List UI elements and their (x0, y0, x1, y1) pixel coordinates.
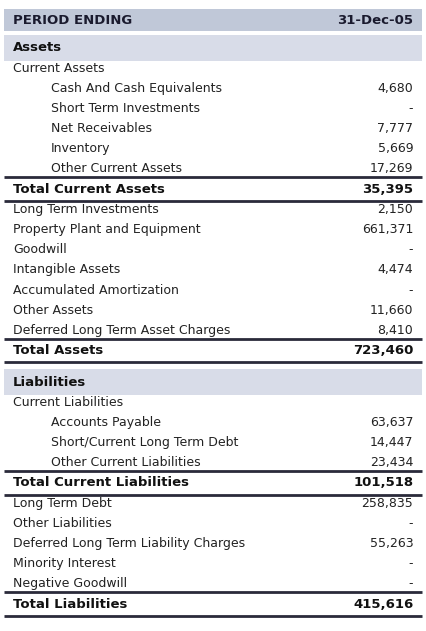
Text: -: - (409, 557, 413, 570)
Text: -: - (409, 243, 413, 256)
Text: 5,669: 5,669 (377, 142, 413, 155)
Text: 8,410: 8,410 (377, 324, 413, 337)
Text: 17,269: 17,269 (370, 162, 413, 175)
Text: Accumulated Amortization: Accumulated Amortization (13, 283, 178, 297)
Text: -: - (409, 102, 413, 115)
Text: Property Plant and Equipment: Property Plant and Equipment (13, 223, 200, 236)
Text: Assets: Assets (13, 41, 62, 54)
Text: Deferred Long Term Liability Charges: Deferred Long Term Liability Charges (13, 537, 245, 550)
Text: 4,680: 4,680 (377, 81, 413, 95)
Text: 2,150: 2,150 (377, 203, 413, 216)
Text: 31-Dec-05: 31-Dec-05 (337, 13, 413, 27)
Text: Accounts Payable: Accounts Payable (51, 416, 161, 429)
Text: 11,660: 11,660 (370, 304, 413, 317)
Text: Goodwill: Goodwill (13, 243, 66, 256)
Text: 14,447: 14,447 (370, 436, 413, 449)
Text: Long Term Investments: Long Term Investments (13, 203, 158, 216)
Text: Other Assets: Other Assets (13, 304, 93, 317)
Text: 35,395: 35,395 (362, 182, 413, 196)
Text: 258,835: 258,835 (362, 497, 413, 510)
Text: Other Current Assets: Other Current Assets (51, 162, 182, 175)
Text: Total Assets: Total Assets (13, 344, 103, 357)
Text: 415,616: 415,616 (353, 598, 413, 611)
Text: Current Assets: Current Assets (13, 61, 104, 74)
Text: 4,474: 4,474 (377, 263, 413, 276)
Text: 23,434: 23,434 (370, 456, 413, 469)
Bar (4, 369, 422, 395)
Text: Cash And Cash Equivalents: Cash And Cash Equivalents (51, 81, 222, 95)
Text: Other Liabilities: Other Liabilities (13, 517, 112, 530)
Text: 63,637: 63,637 (370, 416, 413, 429)
Text: Minority Interest: Minority Interest (13, 557, 115, 570)
Text: Total Liabilities: Total Liabilities (13, 598, 127, 611)
Text: Net Receivables: Net Receivables (51, 122, 152, 135)
Text: 661,371: 661,371 (362, 223, 413, 236)
Text: Liabilities: Liabilities (13, 375, 86, 389)
Text: 7,777: 7,777 (377, 122, 413, 135)
Text: -: - (409, 283, 413, 297)
Text: Current Liabilities: Current Liabilities (13, 396, 123, 409)
Text: 55,263: 55,263 (370, 537, 413, 550)
Text: PERIOD ENDING: PERIOD ENDING (13, 13, 132, 27)
Text: -: - (409, 517, 413, 530)
Bar (4, 9, 422, 31)
Text: Short/Current Long Term Debt: Short/Current Long Term Debt (51, 436, 239, 449)
Text: Intangible Assets: Intangible Assets (13, 263, 120, 276)
Text: -: - (409, 577, 413, 591)
Text: Inventory: Inventory (51, 142, 111, 155)
Text: Deferred Long Term Asset Charges: Deferred Long Term Asset Charges (13, 324, 230, 337)
Text: Negative Goodwill: Negative Goodwill (13, 577, 127, 591)
Text: Long Term Debt: Long Term Debt (13, 497, 112, 510)
Text: Total Current Liabilities: Total Current Liabilities (13, 476, 189, 490)
Text: 723,460: 723,460 (353, 344, 413, 357)
Text: Other Current Liabilities: Other Current Liabilities (51, 456, 201, 469)
Text: Short Term Investments: Short Term Investments (51, 102, 200, 115)
Bar (4, 35, 422, 61)
Text: Total Current Assets: Total Current Assets (13, 182, 165, 196)
Text: 101,518: 101,518 (353, 476, 413, 490)
